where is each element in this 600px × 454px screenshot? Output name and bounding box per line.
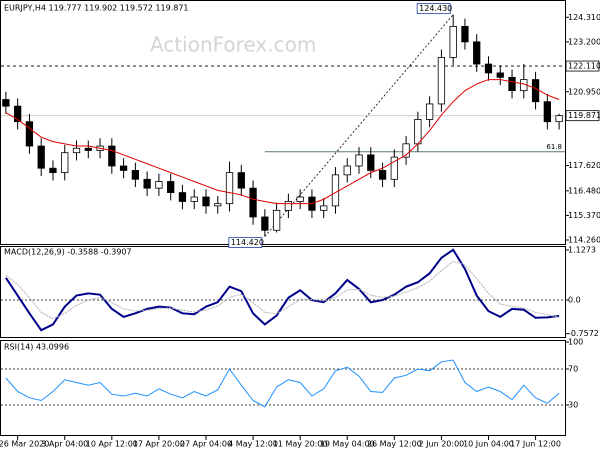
candle-body [214,203,222,207]
y-tick-label: 30 [568,401,578,410]
price-marker-box [416,3,451,15]
candle-body [37,145,45,169]
candle-body [343,165,351,176]
x-tick-label: 10 Apr 12:00 [86,440,138,449]
candle-body [237,172,245,189]
level-label: 119.871 [568,111,600,120]
candle-body [190,196,198,202]
candle-body [378,170,387,180]
candle-body [155,181,163,189]
candle-body [390,156,398,180]
x-tick-label: 11 May 20:00 [273,440,328,449]
candle-body [284,201,293,211]
y-tick-label: 115.370 [568,211,600,220]
macd-title: MACD(12,26,9) -0.3588 -0.3907 [4,248,132,257]
rsi-title: RSI(14) 43.0996 [4,343,69,352]
candle-body [296,196,304,202]
x-tick-label: 26 Mar 2020 [0,440,49,449]
candle-body [437,57,446,105]
candle-body [367,154,375,171]
y-tick-label: -0.7572 [568,329,599,338]
x-tick-label: 2 Jun 20:00 [419,440,465,449]
y-tick-label: 114.260 [568,236,600,245]
macd-panel-frame [0,246,566,338]
candle-body [484,63,493,74]
x-tick-label: 17 Jun 12:00 [510,440,561,449]
candle-body [108,145,116,167]
y-tick-label: 70 [568,365,578,374]
candle-body [84,147,92,151]
x-tick-label: 17 Apr 20:00 [133,440,185,449]
candle-body [225,172,234,205]
candle-body [131,170,140,180]
watermark: ActionForex.com [150,33,316,57]
y-tick-label: 0.0 [568,296,581,305]
x-tick-label: 26 May 12:00 [367,440,422,449]
candle-body [449,25,457,58]
level-label-box [565,110,600,122]
y-tick-label: 116.480 [568,186,600,195]
price-marker-label: 114.420 [231,238,264,247]
candle-body [402,143,410,158]
x-tick-label: 19 May 04:00 [320,440,375,449]
candle-body [331,174,340,207]
candle-body [143,178,151,189]
x-tick-label: 27 Apr 04:00 [180,440,232,449]
indicator-line [5,248,560,332]
moving-average [5,79,560,205]
candle-body [531,79,540,103]
candle-body [2,99,10,107]
candle-body [555,115,563,123]
candle-body [496,72,504,78]
candle-body [425,103,434,120]
price-title: EURJPY,H4 119.777 119.902 119.572 119.87… [4,4,189,13]
candle-body [272,209,281,231]
level-label: 122.110 [568,62,600,71]
x-tick-label: 4 May 12:00 [228,440,278,449]
candle-body [61,152,69,174]
candle-body [167,181,175,193]
y-tick-label: 124.310 [568,13,600,22]
candle-body [320,205,328,211]
y-tick-label: 123.200 [568,37,600,46]
candle-body [202,196,210,207]
level-label-box [565,60,600,72]
y-tick-label: 1.1273 [568,245,596,254]
price-marker-label: 124.430 [419,4,452,13]
y-tick-label: 117.620 [568,161,600,170]
rsi-panel-frame [0,340,566,436]
candle-body [178,192,187,202]
x-tick-label: 3 Apr 04:00 [41,440,88,449]
indicator-line [5,260,560,320]
candle-body [72,147,81,154]
candle-body [249,187,257,218]
candle-body [25,121,34,147]
candle-body [461,25,469,43]
y-tick-label: 100 [568,338,583,347]
indicator-line [5,359,560,408]
trend-line [264,14,454,237]
price-marker-box [228,237,263,248]
candle-body [119,165,128,171]
candle-body [414,119,422,145]
x-tick-label: 10 Jun 04:00 [463,440,514,449]
candle-body [261,216,269,231]
candle-body [14,105,22,123]
price-panel-frame [0,0,566,245]
candle-body [508,76,516,92]
candle-body [49,167,57,174]
fib-label: 61.8 [546,143,562,151]
candle-body [543,101,551,123]
candle-body [355,154,363,167]
y-tick-label: 120.950 [568,87,600,96]
candle-body [473,41,481,65]
